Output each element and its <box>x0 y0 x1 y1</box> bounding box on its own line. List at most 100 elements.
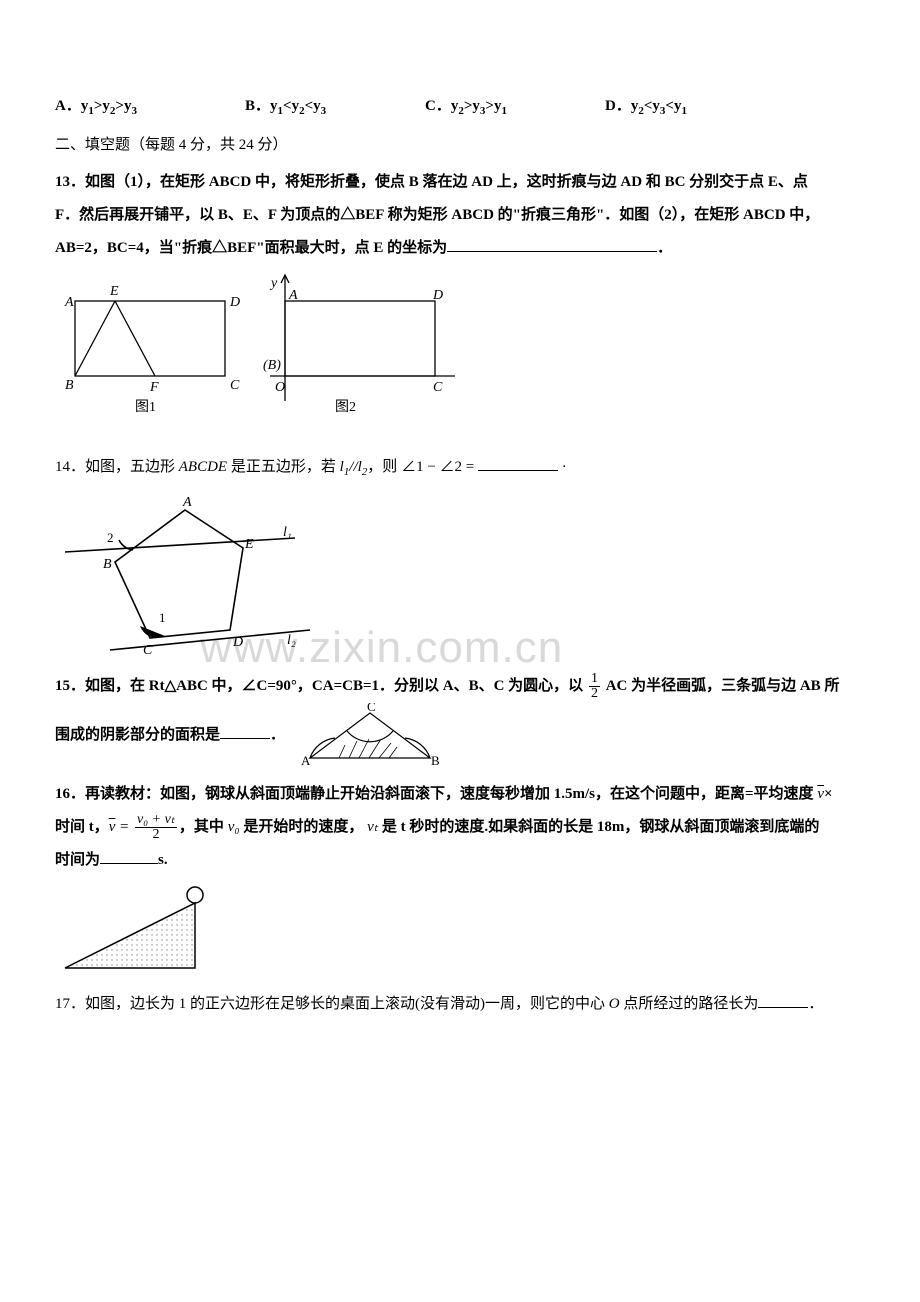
figure-13: A E D B F C 图1 y A D (B) O C x 图2 <box>55 271 865 441</box>
q13-blank <box>447 238 657 252</box>
q14-blank <box>478 457 558 471</box>
q16-blank <box>100 850 158 864</box>
svg-text:D: D <box>432 288 443 303</box>
option-d: D．y2<y3<y1 <box>605 90 687 123</box>
page-content: A．y1>y2>y3 B．y1<y2<y3 C．y2>y3>y1 D．y2<y3… <box>55 90 865 1021</box>
q16-line1: 16．再读教材：如图，钢球从斜面顶端静止开始沿斜面滚下，速度每秒增加 1.5m/… <box>55 778 865 811</box>
option-b-prefix: B． <box>245 98 270 114</box>
q15-line1: 15．如图，在 Rt△ABC 中，∠C=90°，CA=CB=1．分别以 A、B、… <box>55 670 865 703</box>
q17-c: ． <box>808 996 823 1012</box>
q16-l1b: × <box>824 786 833 802</box>
q13-line3b: ． <box>657 240 672 256</box>
q14-prefix: 14．如图，五边形 <box>55 459 179 475</box>
svg-text:图2: 图2 <box>335 400 356 415</box>
svg-text:l₁: l₁ <box>283 525 292 540</box>
option-c-body: y2>y3>y1 <box>451 98 507 114</box>
q17-b: 点所经过的路径长为 <box>620 996 759 1012</box>
svg-text:1: 1 <box>159 610 166 625</box>
svg-text:F: F <box>149 380 159 395</box>
figure-15-svg: A B C <box>295 703 445 768</box>
q16-line2: 时间 t，v = v₀ + vₜ2，其中 v₀ 是开始时的速度， vₜ 是 t … <box>55 811 865 844</box>
q17-O: O <box>609 996 620 1012</box>
q16-l3b: s. <box>158 852 168 868</box>
q15-l1b: AC 为半径画弧，三条弧与边 AB 所 <box>602 678 840 694</box>
svg-text:C: C <box>433 380 443 395</box>
svg-text:C: C <box>143 643 153 658</box>
svg-text:B: B <box>65 378 74 393</box>
q16-l2d: 是 t 秒时的速度.如果斜面的长是 18m，钢球从斜面顶端滚到底端的 <box>378 819 819 835</box>
q13-line3: AB=2，BC=4，当"折痕△BEF"面积最大时，点 E 的坐标为 ． <box>55 232 865 265</box>
option-a-prefix: A． <box>55 98 81 114</box>
q13-line1: 13．如图（1），在矩形 ABCD 中，将矩形折叠，使点 B 落在边 AD 上，… <box>55 166 865 199</box>
svg-text:O: O <box>275 380 285 395</box>
figure-14: A E B D C 2 1 l₁ l₂ <box>55 490 865 660</box>
svg-text:A: A <box>301 753 311 768</box>
q15-frac-den: 2 <box>589 687 600 701</box>
question-17: 17．如图，边长为 1 的正六边形在足够长的桌面上滚动(没有滑动)一周，则它的中… <box>55 988 865 1021</box>
q16-eq: = <box>115 819 133 835</box>
figure-13-svg: A E D B F C 图1 y A D (B) O C x 图2 <box>55 271 455 441</box>
q15-l2b: ． <box>270 727 285 743</box>
q16-l2c: 是开始时的速度， <box>240 819 368 835</box>
q15-l2a: 围成的阴影部分的面积是 <box>55 727 220 743</box>
svg-text:C: C <box>367 703 376 714</box>
svg-text:E: E <box>244 537 254 552</box>
question-14: 14．如图，五边形 ABCDE 是正五边形，若 l1//l2，则 ∠1 − ∠2… <box>55 451 865 484</box>
q15-frac: 12 <box>589 672 600 701</box>
option-b: B．y1<y2<y3 <box>245 90 425 123</box>
q16-line3: 时间为 s. <box>55 844 865 877</box>
figure-16 <box>55 883 865 978</box>
q13-line3a: AB=2，BC=4，当"折痕△BEF"面积最大时，点 E 的坐标为 <box>55 240 447 256</box>
svg-text:D: D <box>229 295 240 310</box>
svg-text:(B): (B) <box>263 358 281 373</box>
svg-text:E: E <box>109 284 119 299</box>
svg-text:图1: 图1 <box>135 400 156 415</box>
option-d-body: y2<y3<y1 <box>631 98 687 114</box>
svg-text:D: D <box>232 635 243 650</box>
option-d-prefix: D． <box>605 98 631 114</box>
q16-l3a: 时间为 <box>55 852 100 868</box>
section-2-title: 二、填空题（每题 4 分，共 24 分） <box>55 129 865 162</box>
option-c: C．y2>y3>y1 <box>425 90 605 123</box>
q15-frac-num: 1 <box>589 672 600 687</box>
q15-l1a: 15．如图，在 Rt△ABC 中，∠C=90°，CA=CB=1．分别以 A、B、… <box>55 678 587 694</box>
q16-vbar1: v <box>817 786 824 802</box>
q16-l2a: 时间 t， <box>55 819 109 835</box>
q16-l1a: 16．再读教材：如图，钢球从斜面顶端静止开始沿斜面滚下，速度每秒增加 1.5m/… <box>55 786 817 802</box>
q14-l1l2: l1//l2 <box>340 459 368 475</box>
q15-line2: 围成的阴影部分的面积是 ． A B C <box>55 703 865 768</box>
svg-text:y: y <box>269 276 278 291</box>
q14-dot: · <box>562 459 567 475</box>
option-a-body: y1>y2>y3 <box>81 98 137 114</box>
q15-blank <box>220 725 270 739</box>
svg-text:A: A <box>64 295 74 310</box>
q16-v0: v₀ <box>228 819 240 835</box>
option-c-prefix: C． <box>425 98 451 114</box>
q14-mid: 是正五边形，若 <box>227 459 340 475</box>
svg-text:A: A <box>182 495 192 510</box>
svg-text:B: B <box>103 557 112 572</box>
q12-options: A．y1>y2>y3 B．y1<y2<y3 C．y2>y3>y1 D．y2<y3… <box>55 90 865 123</box>
option-a: A．y1>y2>y3 <box>55 90 245 123</box>
q14-abcde: ABCDE <box>179 459 227 475</box>
q13-line2: F．然后再展开铺平，以 B、E、F 为顶点的△BEF 称为矩形 ABCD 的"折… <box>55 199 865 232</box>
figure-14-svg: A E B D C 2 1 l₁ l₂ <box>55 490 315 660</box>
question-15: 15．如图，在 Rt△ABC 中，∠C=90°，CA=CB=1．分别以 A、B、… <box>55 670 865 768</box>
q14-then: ，则 <box>367 459 401 475</box>
q16-frac: v₀ + vₜ2 <box>135 813 177 842</box>
q17-blank <box>758 994 808 1008</box>
question-13: 13．如图（1），在矩形 ABCD 中，将矩形折叠，使点 B 落在边 AD 上，… <box>55 166 865 265</box>
q16-frac-num: v₀ + vₜ <box>135 813 177 828</box>
q14-expr: ∠1 − ∠2 = <box>401 459 474 475</box>
question-16: 16．再读教材：如图，钢球从斜面顶端静止开始沿斜面滚下，速度每秒增加 1.5m/… <box>55 778 865 877</box>
q16-frac-den: 2 <box>135 828 177 842</box>
svg-text:A: A <box>288 288 298 303</box>
figure-16-svg <box>55 883 215 978</box>
svg-text:l₂: l₂ <box>287 633 296 648</box>
svg-text:C: C <box>230 378 240 393</box>
option-b-body: y1<y2<y3 <box>270 98 326 114</box>
svg-text:B: B <box>431 753 440 768</box>
svg-text:2: 2 <box>107 530 114 545</box>
q17-a: 17．如图，边长为 1 的正六边形在足够长的桌面上滚动(没有滑动)一周，则它的中… <box>55 996 609 1012</box>
q16-l2mid: ，其中 <box>179 819 228 835</box>
